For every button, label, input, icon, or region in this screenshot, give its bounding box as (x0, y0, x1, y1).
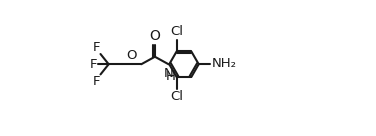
Text: F: F (92, 75, 100, 88)
Text: F: F (90, 58, 97, 71)
Text: Cl: Cl (170, 25, 183, 38)
Text: Cl: Cl (170, 90, 183, 103)
Text: NH₂: NH₂ (212, 57, 237, 70)
Text: O: O (127, 49, 137, 62)
Text: F: F (92, 41, 100, 54)
Text: N: N (164, 67, 174, 80)
Text: H: H (165, 70, 175, 83)
Text: O: O (150, 29, 160, 43)
